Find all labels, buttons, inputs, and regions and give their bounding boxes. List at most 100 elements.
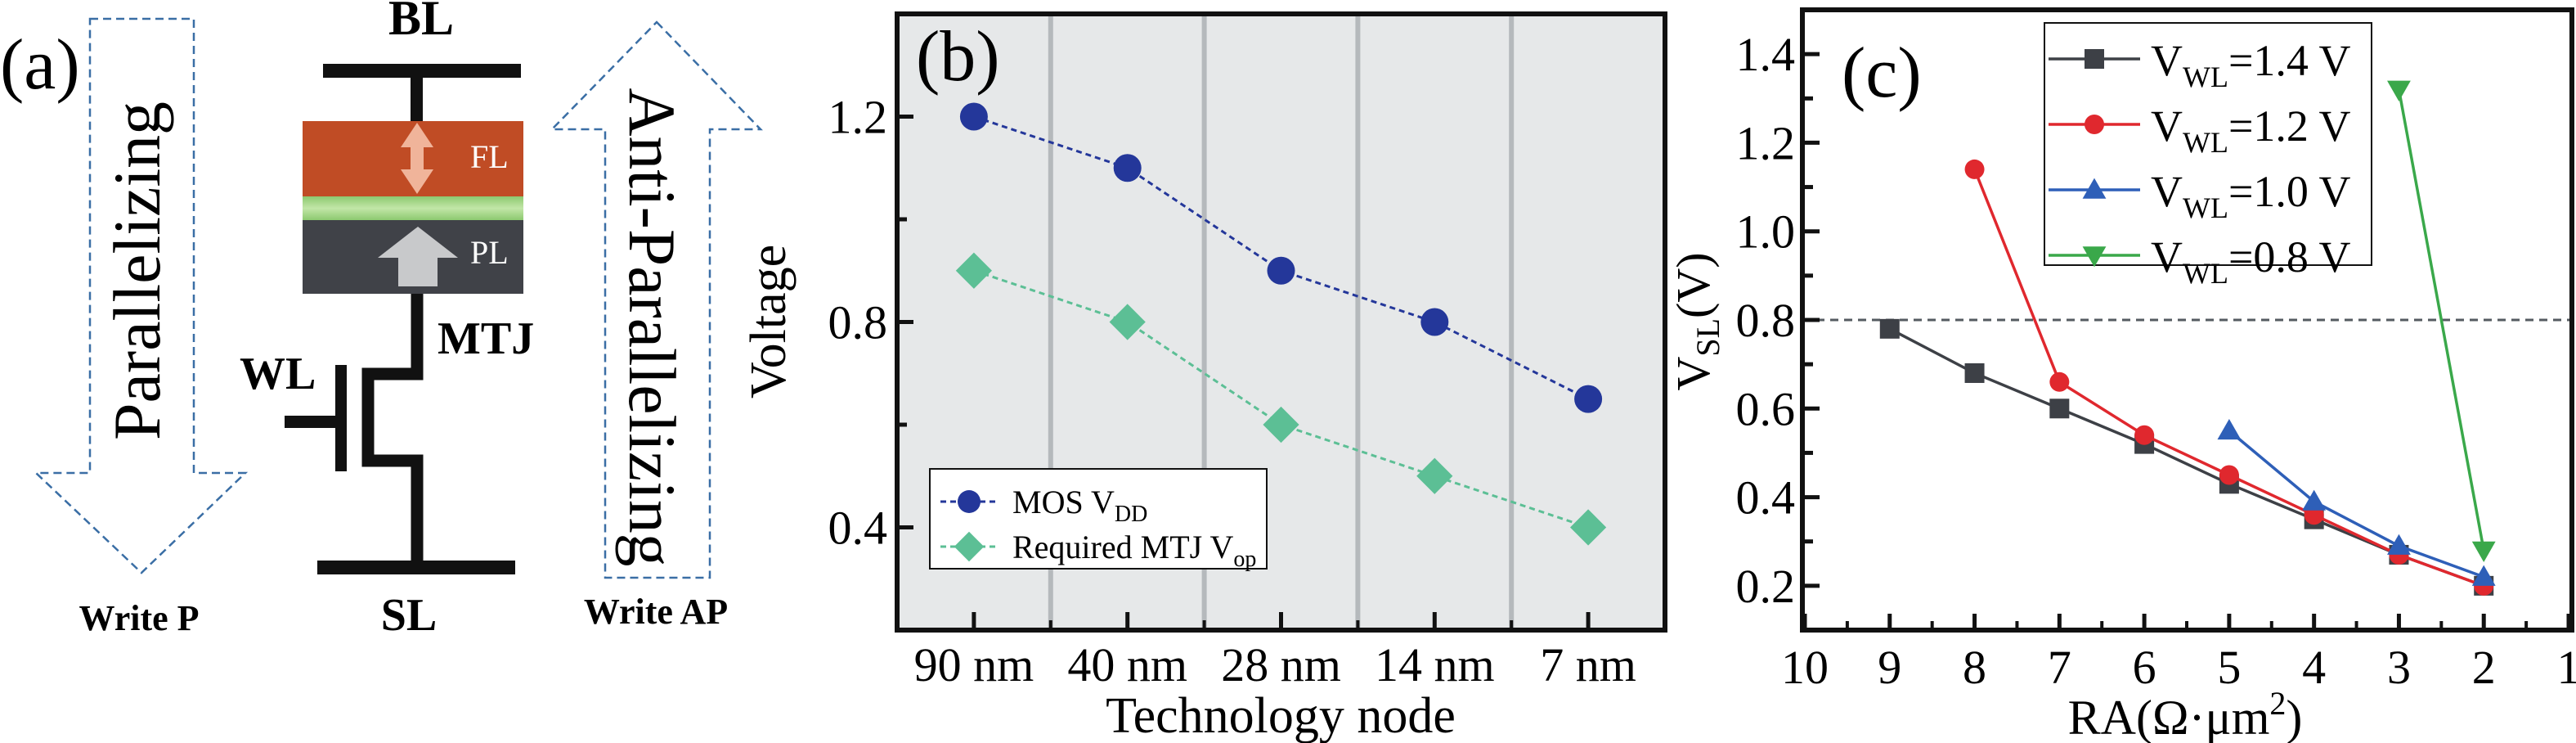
c-legend-label-end: =0.8 V [2228, 232, 2350, 281]
c-data-point [2219, 465, 2239, 485]
c-series-2 [2217, 418, 2496, 586]
wl-wire [285, 416, 339, 428]
c-series-3 [2387, 80, 2496, 562]
b-legend-marker [958, 490, 981, 513]
c-x-tick-label: 10 [1781, 641, 1829, 694]
c-data-point [2471, 565, 2496, 586]
b-legend-label: Required MTJ Vop [1012, 529, 1256, 572]
c-x-axis-title-sup: 2 [2269, 685, 2286, 722]
transistor-gate [335, 365, 347, 471]
b-x-tick-label: 7 nm [1540, 638, 1636, 691]
b-x-tick-label: 90 nm [914, 638, 1034, 691]
b-data-point [1570, 509, 1607, 546]
c-legend-label-main: V [2151, 167, 2183, 216]
c-legend-label-end: =1.2 V [2228, 101, 2350, 151]
b-legend-label-main: MOS V [1012, 484, 1115, 520]
mtj-label: MTJ [438, 313, 534, 364]
b-y-tick-label: 0.4 [828, 502, 888, 555]
c-legend-marker [2085, 49, 2104, 69]
b-x-tick-label: 14 nm [1375, 638, 1495, 691]
c-legend-marker [2082, 178, 2107, 199]
panel-c-label: (c) [1842, 34, 1922, 113]
c-data-point [2217, 418, 2242, 440]
c-legend-label-sub: WL [2183, 126, 2228, 159]
b-x-tick-label: 40 nm [1067, 638, 1187, 691]
c-data-point [1964, 362, 1985, 383]
c-data-point [2302, 489, 2327, 511]
b-data-point [1420, 308, 1449, 336]
b-ticks: 90 nm 40 nm 28 nm 14 nm 7 nm 0.4 0.8 1.2 [828, 91, 1636, 692]
c-x-tick-label: 7 [2048, 641, 2071, 694]
c-legend-label-sub: WL [2183, 257, 2228, 290]
c-y-tick-label: 1.0 [1736, 205, 1796, 259]
double-arrow-icon [401, 123, 433, 194]
b-data-point [1113, 154, 1142, 182]
transistor-channel [361, 294, 424, 569]
c-legend-label-end: =1.4 V [2228, 36, 2350, 85]
c-legend-label-sub: WL [2183, 191, 2228, 224]
b-y-tick-label: 0.8 [828, 296, 888, 349]
c-x-tick-label: 9 [1878, 641, 1901, 694]
panel-b-chart: 90 nm 40 nm 28 nm 14 nm 7 nm 0.4 0.8 1.2 (b) Te… [741, 11, 1667, 743]
c-x-tick-label: 2 [2472, 641, 2496, 694]
c-series-line [2228, 430, 2484, 579]
b-x-axis-title: Technology node [1106, 688, 1456, 743]
c-legend-label: VWL=1.0 V [2151, 167, 2350, 224]
b-legend-label: MOS VDD [1012, 484, 1147, 527]
c-series [1879, 80, 2496, 596]
b-data-point [1574, 385, 1603, 413]
c-x-tick-label: 6 [2133, 641, 2156, 694]
bit-line [323, 64, 521, 78]
panel-a-label: (a) [0, 25, 80, 105]
panel-c-chart: 10 9 8 7 6 5 4 3 2 1 0.2 0.4 0.6 0.8 1.0 1.2 1.4 (c) RA(… [1667, 7, 2576, 743]
anti-parallelizing-text: Anti-Parallelizing [615, 88, 689, 567]
parallelizing-text: Parallelizing [100, 101, 174, 440]
c-data-point [1879, 318, 1900, 339]
b-data-point [959, 102, 988, 131]
c-y-tick-label: 1.2 [1736, 116, 1796, 169]
b-legend-label-main: Required MTJ V [1012, 529, 1233, 565]
c-x-axis-title-main: RA(Ω·μm [2068, 691, 2270, 743]
b-data-point [1109, 304, 1146, 340]
b-data-point [1267, 256, 1295, 285]
c-legend-label-main: V [2151, 36, 2183, 85]
source-line [317, 561, 515, 574]
c-legend-label: VWL=1.2 V [2151, 101, 2350, 159]
b-data-point [1416, 457, 1453, 494]
c-data-point [2049, 399, 2070, 419]
c-x-tick-label: 3 [2387, 641, 2411, 694]
tunnel-barrier [303, 196, 523, 220]
b-y-tick-label: 1.2 [828, 91, 888, 144]
c-y-axis-title-main: V [1667, 357, 1720, 391]
c-x-tick-label: 5 [2217, 641, 2241, 694]
b-data-point [1263, 406, 1299, 444]
b-y-axis-title: Voltage [741, 245, 797, 399]
sl-label: SL [381, 590, 438, 641]
c-legend-marker [2085, 115, 2104, 134]
b-legend-label-sub: op [1233, 547, 1256, 572]
c-legend-label: VWL=1.4 V [2151, 36, 2350, 93]
write-ap-label: Write AP [584, 592, 728, 632]
bl-wire [411, 74, 423, 123]
c-y-axis-title-sub: SL [1690, 318, 1726, 357]
parallelizing-arrow-icon [33, 17, 249, 574]
c-y-tick-label: 0.4 [1736, 471, 1796, 525]
c-x-tick-label: 4 [2302, 641, 2326, 694]
c-data-point [2387, 80, 2411, 101]
c-x-axis-title-end: ) [2286, 691, 2302, 743]
b-legend-label-sub: DD [1115, 502, 1147, 527]
panel-b-label: (b) [916, 17, 1000, 97]
anti-parallelizing-arrow-icon [550, 20, 763, 579]
c-x-axis-title: RA(Ω·μm2) [2068, 685, 2303, 743]
c-x-tick-label: 1 [2557, 641, 2576, 694]
write-p-label: Write P [79, 598, 199, 638]
c-data-point [1964, 159, 1985, 179]
c-x-tick-label: 8 [1963, 641, 1986, 694]
c-data-point [2134, 425, 2155, 445]
wl-label: WL [240, 349, 316, 399]
b-series-0 [959, 102, 1603, 413]
c-data-point [2471, 541, 2496, 562]
b-legend-marker [954, 531, 985, 562]
c-data-point [2387, 534, 2411, 555]
